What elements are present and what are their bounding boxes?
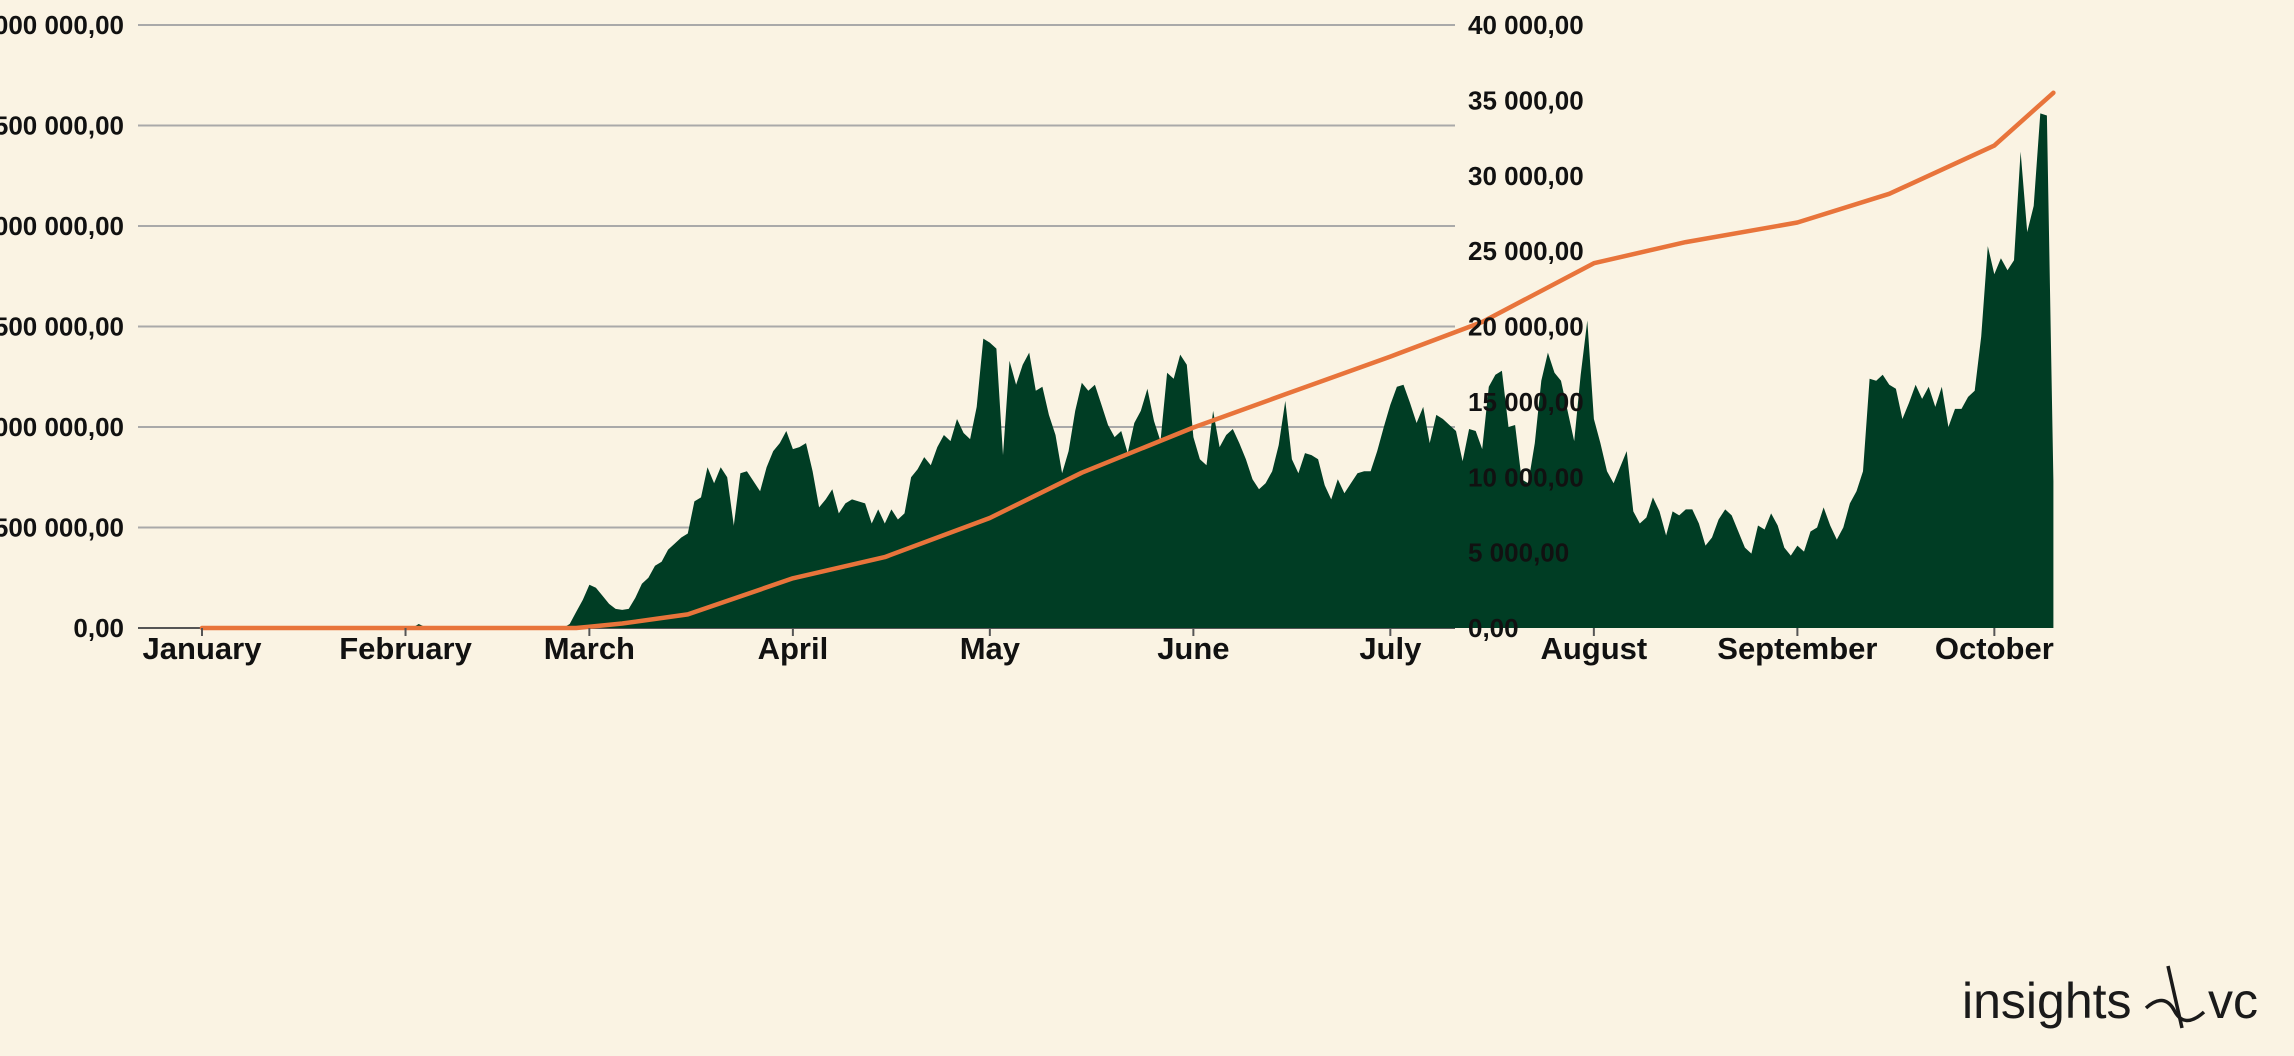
right-tick-label: 40 000,00: [1468, 10, 1584, 40]
gridlines: [138, 24, 1455, 629]
x-tick-label: February: [339, 631, 472, 666]
x-tick-label: June: [1157, 631, 1229, 666]
right-tick-label: 10 000,00: [1468, 462, 1584, 492]
logo-text: insights: [1962, 973, 2132, 1029]
right-tick-label: 30 000,00: [1468, 161, 1584, 191]
left-tick-label: 3 000 000,00: [0, 10, 124, 40]
x-tick-label: October: [1935, 631, 2054, 666]
left-tick-label: 500 000,00: [0, 513, 124, 543]
x-tick-label: April: [758, 631, 829, 666]
x-tick-label: August: [1540, 631, 1647, 666]
logo-suffix: vc: [2208, 973, 2258, 1029]
right-tick-label: 15 000,00: [1468, 387, 1584, 417]
right-tick-label: 25 000,00: [1468, 236, 1584, 266]
x-tick-label: September: [1717, 631, 1877, 666]
brand-logo: insights vc: [1962, 965, 2258, 1029]
left-tick-label: 1 500 000,00: [0, 312, 124, 342]
right-tick-label: 35 000,00: [1468, 85, 1584, 115]
x-axis: January February March April May June July Augu…: [143, 628, 2054, 666]
right-tick-label: 20 000,00: [1468, 312, 1584, 342]
line-series: [199, 90, 2056, 631]
right-axis: 0,00 5 000,00 10 000,00 15 000,00 20 000,00 2…: [1468, 10, 1584, 643]
left-tick-label: 2 500 000,00: [0, 111, 124, 141]
right-tick-label: 5 000,00: [1468, 538, 1569, 568]
left-tick-label: 1 000 000,00: [0, 412, 124, 442]
x-tick-label: July: [1359, 631, 1422, 666]
x-tick-label: January: [143, 631, 263, 666]
logo-mark-icon: [2144, 965, 2206, 1029]
x-tick-label: March: [544, 631, 635, 666]
left-tick-label: 0,00: [73, 613, 124, 643]
x-tick-label: May: [960, 631, 1021, 666]
right-tick-label: 0,00: [1468, 613, 1519, 643]
left-tick-label: 2 000 000,00: [0, 211, 124, 241]
left-axis: 0,00 500 000,00 1 000 000,00 1 500 000,00 2 …: [0, 10, 124, 643]
series-layer: [199, 90, 2056, 631]
area-series: [202, 113, 2054, 628]
